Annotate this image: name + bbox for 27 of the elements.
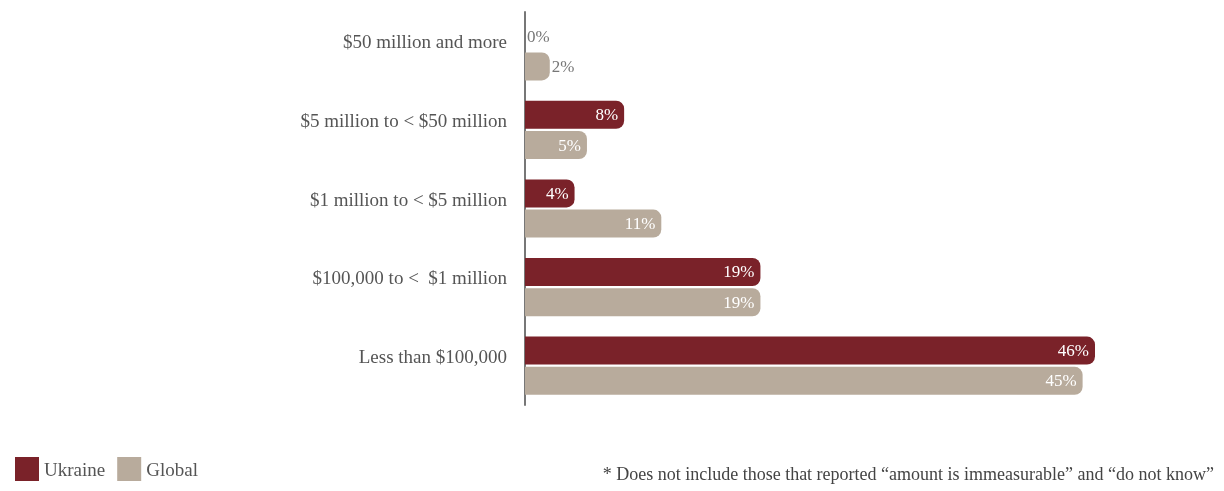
bar <box>525 52 550 81</box>
bar <box>525 288 761 317</box>
data-label: 11% <box>624 214 656 234</box>
legend-label: Global <box>146 458 198 480</box>
bar <box>525 131 587 160</box>
bar <box>525 179 575 208</box>
data-label: 45% <box>1045 371 1077 391</box>
bar <box>525 257 761 286</box>
data-label: 19% <box>723 292 755 312</box>
data-label: 19% <box>723 262 755 282</box>
y-tick-label: $100,000 to < $1 million <box>312 267 508 289</box>
legend-label: Ukraine <box>44 458 106 480</box>
bar <box>525 366 1083 395</box>
bar <box>525 100 625 129</box>
data-label: 4% <box>545 183 569 203</box>
y-tick-label: $5 million to < $50 million <box>300 109 508 131</box>
y-tick-label: $1 million to < $5 million <box>309 188 508 210</box>
y-tick-label: $50 million and more <box>342 31 507 53</box>
data-label: 0% <box>527 26 550 46</box>
y-tick-label: Less than $100,000 <box>358 345 507 367</box>
data-label: 5% <box>558 135 581 155</box>
data-label: 2% <box>551 56 575 76</box>
data-label: 8% <box>595 105 619 125</box>
data-label: 46% <box>1057 341 1089 361</box>
bar <box>525 209 662 238</box>
text: * Does not include those that reported “amount is immeasurable” and “do not know” <box>602 464 1214 484</box>
bar <box>525 336 1095 365</box>
